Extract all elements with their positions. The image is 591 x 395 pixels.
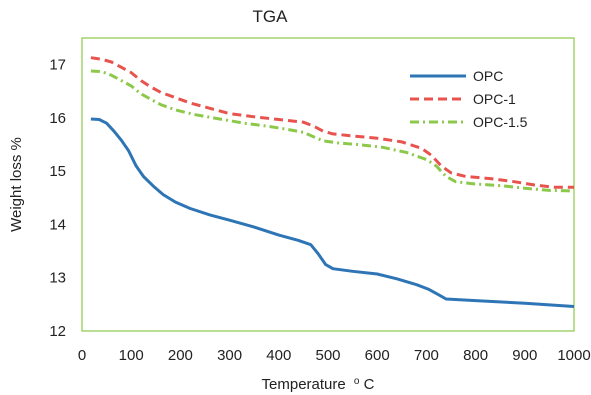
- y-tick-label: 15: [49, 163, 66, 180]
- x-axis-unit-prefix: o: [354, 376, 360, 387]
- legend-label: OPC-1: [473, 91, 516, 107]
- x-tick-label: 0: [78, 347, 86, 364]
- x-axis-title: Temperature o C: [262, 371, 375, 393]
- x-tick-label: 200: [168, 347, 193, 364]
- y-tick-label: 13: [49, 270, 66, 287]
- legend: OPC OPC-1 OPC-1.5: [410, 68, 528, 130]
- x-tick-label: 400: [266, 347, 291, 364]
- tick-labels: 0 100 200 300 400 500 600 700 800 900 1000 12 13 14 15…: [49, 57, 590, 364]
- y-axis-title: Weight loss %: [8, 137, 25, 232]
- y-tick-label: 17: [49, 57, 66, 74]
- y-tick-label: 16: [49, 110, 66, 127]
- legend-label: OPC-1.5: [473, 114, 528, 130]
- x-tick-label: 500: [315, 347, 340, 364]
- x-tick-label: 1000: [557, 347, 590, 364]
- chart-title: TGA: [253, 7, 289, 26]
- series-lines: [90, 56, 575, 308]
- x-tick-label: 700: [414, 347, 439, 364]
- y-tick-label: 14: [49, 216, 66, 233]
- series-line-opc-1: [90, 56, 574, 189]
- x-tick-label: 100: [119, 347, 144, 364]
- x-tick-label: 600: [365, 347, 390, 364]
- series-line-opc: [90, 117, 575, 308]
- series-line-opc-1-5: [90, 69, 575, 193]
- x-axis-unit: C: [364, 376, 375, 393]
- x-axis-label: Temperature: [262, 376, 346, 393]
- plot-area-border: [81, 37, 575, 332]
- x-tick-label: 900: [512, 347, 537, 364]
- x-tick-label: 800: [463, 347, 488, 364]
- legend-label: OPC: [473, 68, 503, 84]
- y-tick-label: 12: [49, 323, 66, 340]
- x-tick-label: 300: [217, 347, 242, 364]
- plot-frame-group: [81, 37, 575, 332]
